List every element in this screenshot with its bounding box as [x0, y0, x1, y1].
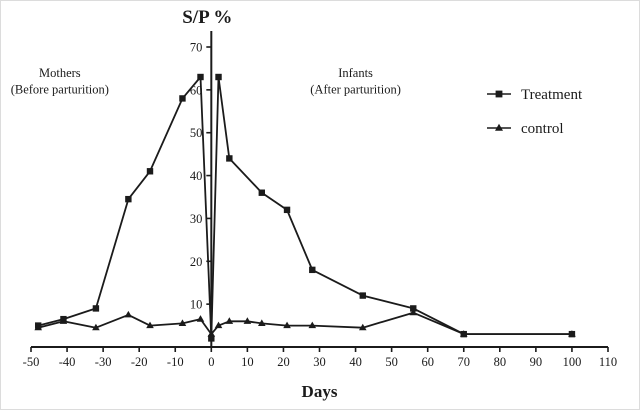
data-point-control: [258, 319, 266, 326]
x-tick-label: -50: [23, 355, 40, 369]
annotation-line: Infants: [338, 66, 373, 80]
y-tick-label: 20: [190, 255, 203, 269]
data-point-Treatment: [359, 292, 366, 299]
data-point-control: [196, 315, 205, 322]
data-point-Treatment: [60, 315, 67, 323]
x-tick-label: 110: [599, 355, 617, 369]
data-point-Treatment: [258, 189, 265, 196]
y-tick-label: 30: [190, 212, 203, 226]
data-point-Treatment: [283, 206, 291, 214]
data-point-Treatment: [92, 305, 100, 312]
y-tick-label: 40: [190, 169, 203, 183]
data-point-control: [243, 317, 252, 324]
data-point-control: [225, 317, 234, 324]
x-tick-label: 20: [277, 355, 290, 369]
x-tick-label: 60: [421, 355, 434, 369]
data-point-Treatment: [197, 73, 204, 81]
series-line-control: [37, 311, 572, 335]
legend-square-icon: [495, 90, 503, 98]
data-point-control: [409, 308, 418, 316]
x-tick-label: -40: [59, 355, 76, 369]
data-point-control: [214, 321, 223, 329]
data-point-Treatment: [410, 305, 417, 312]
annotation-line: (Before parturition): [11, 83, 109, 97]
x-tick-label: -30: [95, 355, 112, 369]
x-tick-label: 30: [313, 355, 326, 369]
annotation-line: (After parturition): [310, 83, 401, 97]
data-point-Treatment: [568, 330, 576, 338]
y-tick-label: 50: [190, 126, 203, 140]
data-point-control: [358, 323, 367, 331]
x-tick-label: 50: [385, 355, 398, 369]
data-point-control: [146, 321, 154, 329]
data-point-control: [124, 310, 133, 318]
data-point-Treatment: [125, 195, 132, 203]
data-point-control: [283, 321, 291, 329]
x-tick-label: 80: [494, 355, 507, 369]
data-point-Treatment: [208, 335, 215, 342]
legend-label: Treatment: [521, 87, 583, 103]
y-tick-label: 70: [190, 41, 203, 55]
legend-triangle-icon: [495, 123, 503, 131]
chart-title: S/P %: [182, 7, 232, 28]
legend-label: control: [521, 121, 564, 137]
x-axis-title: Days: [302, 382, 338, 401]
data-point-Treatment: [226, 155, 233, 162]
x-tick-label: -10: [167, 355, 184, 369]
x-tick-label: -20: [131, 355, 148, 369]
data-point-Treatment: [146, 168, 154, 175]
annotation-line: Mothers: [39, 66, 81, 80]
data-point-control: [178, 319, 187, 326]
x-tick-label: 100: [563, 355, 582, 369]
x-tick-label: 40: [349, 355, 362, 369]
x-tick-label: 90: [530, 355, 543, 369]
data-point-Treatment: [35, 322, 42, 329]
x-tick-label: 0: [208, 355, 214, 369]
data-point-Treatment: [309, 266, 316, 274]
x-tick-label: 10: [241, 355, 254, 369]
series-line-Treatment: [37, 76, 572, 340]
x-tick-label: 70: [458, 355, 471, 369]
data-point-Treatment: [215, 73, 222, 81]
data-point-Treatment: [460, 330, 467, 338]
data-point-Treatment: [179, 95, 186, 102]
data-point-control: [308, 321, 317, 329]
y-tick-label: 10: [190, 298, 203, 312]
data-point-control: [92, 323, 100, 331]
